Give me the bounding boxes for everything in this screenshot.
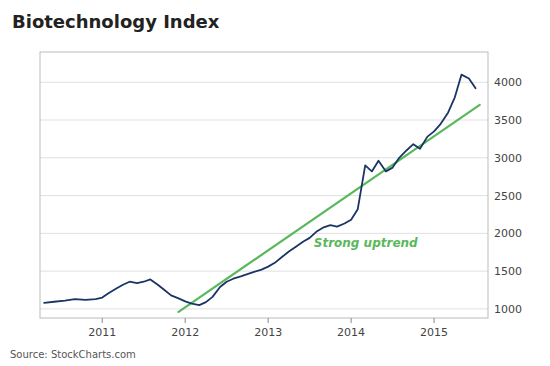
x-tick-label: 2015 <box>420 326 448 339</box>
x-tick-label: 2012 <box>171 326 199 339</box>
y-tick-label: 3500 <box>494 114 522 127</box>
grid-line <box>40 82 488 83</box>
grid-line <box>40 308 488 309</box>
x-tick-label: 2013 <box>254 326 282 339</box>
y-tick-label: 2000 <box>494 227 522 240</box>
y-tick-label: 1500 <box>494 265 522 278</box>
y-tick-label: 1000 <box>494 303 522 316</box>
title: Biotechnology Index <box>12 11 220 32</box>
trend-line <box>179 105 480 312</box>
x-tick <box>102 318 103 323</box>
grid-line <box>40 195 488 196</box>
x-tick-label: 2011 <box>88 326 116 339</box>
y-tick-label: 2500 <box>494 190 522 203</box>
grid-line <box>40 120 488 121</box>
grid-line <box>40 233 488 234</box>
lines <box>44 75 480 312</box>
x-tick-label: 2014 <box>337 326 365 339</box>
grid-line <box>40 157 488 158</box>
grid <box>40 82 488 309</box>
x-tick <box>268 318 269 323</box>
y-tick-label: 4000 <box>494 76 522 89</box>
x-tick <box>185 318 186 323</box>
price-line <box>44 75 475 305</box>
grid-line <box>40 271 488 272</box>
chart: Biotechnology Index 1000 1500 2000 2500 3000 3… <box>0 0 550 366</box>
y-tick-label: 3000 <box>494 152 522 165</box>
annotation: Strong uptrend <box>314 236 418 250</box>
source: Source: StockCharts.com <box>10 349 136 360</box>
x-tick <box>434 318 435 323</box>
x-tick <box>351 318 352 323</box>
plot-frame <box>40 52 488 318</box>
